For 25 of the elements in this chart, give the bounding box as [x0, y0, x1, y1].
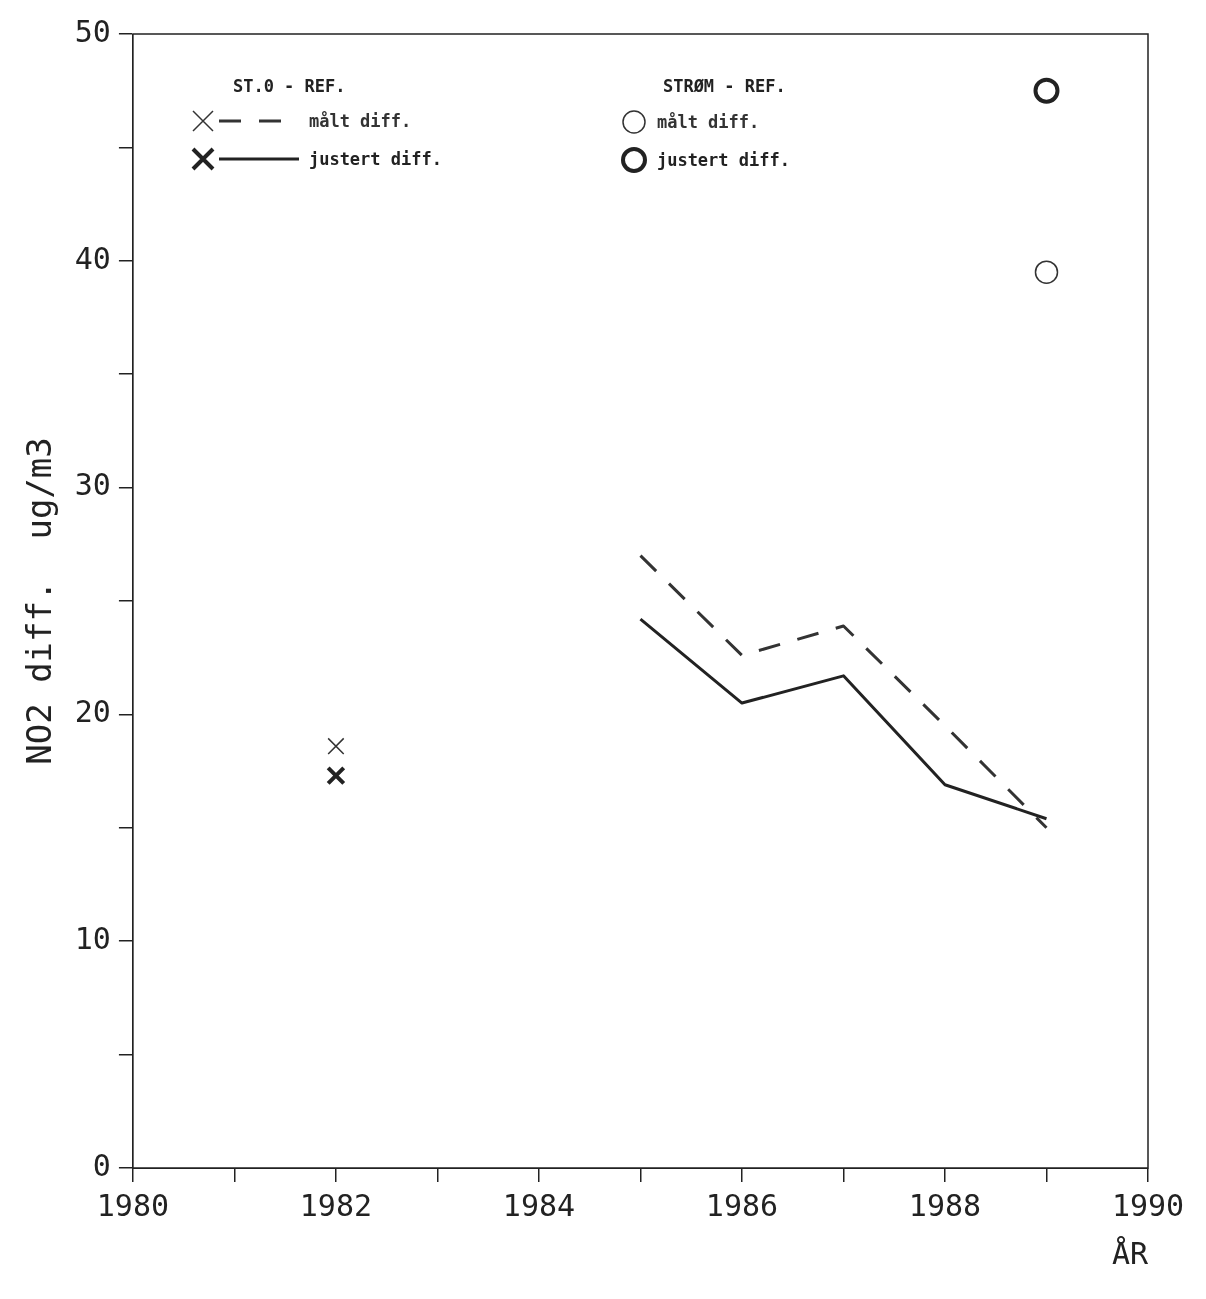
y-tick-label: 30	[74, 467, 111, 503]
point	[326, 765, 346, 786]
legend-label: justert diff.	[656, 150, 790, 170]
x-tick-label: 1982	[299, 1187, 373, 1223]
point	[1034, 260, 1059, 284]
y-axis-title: NO2 diff. ug/m3	[19, 437, 60, 765]
x-tick-label: 1980	[96, 1187, 170, 1223]
y-tick-label: 20	[74, 694, 111, 730]
x-tick-label: 1988	[908, 1187, 982, 1223]
y-tick-label: 50	[74, 13, 111, 49]
y-tick-label: 40	[74, 240, 111, 276]
x-tick-label: 1984	[502, 1187, 576, 1223]
legend-label: målt diff.	[656, 112, 760, 132]
y-tick-label: 0	[92, 1147, 111, 1183]
point	[327, 737, 345, 755]
x-tick-label: 1986	[705, 1187, 779, 1223]
legend-label: målt diff.	[308, 111, 412, 131]
point	[1033, 77, 1060, 104]
y-tick-label: 10	[74, 921, 111, 956]
x-axis-title: ÅR	[1111, 1235, 1149, 1271]
annotation: STRØM - REF.	[662, 76, 786, 96]
annotation: ST.0 - REF.	[232, 76, 346, 96]
legend-label: justert diff.	[308, 149, 442, 169]
x-tick-label: 1990	[1111, 1187, 1185, 1223]
line-series	[638, 554, 1048, 830]
